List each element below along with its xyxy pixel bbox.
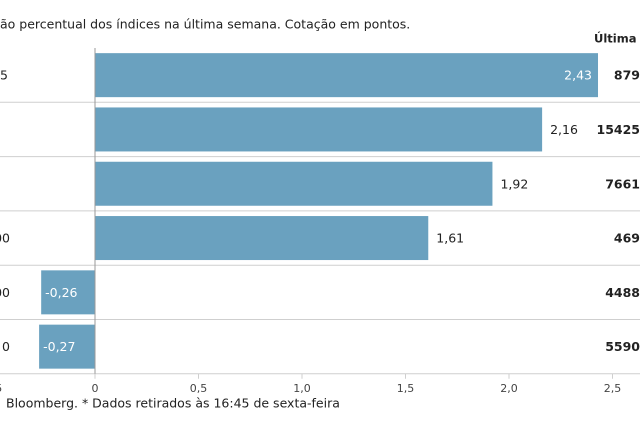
last-quote: 5590 bbox=[605, 339, 640, 354]
value-label: 2,16 bbox=[550, 122, 578, 137]
bar bbox=[95, 53, 599, 98]
category-label: 5 bbox=[0, 68, 8, 83]
category-label: 0 bbox=[2, 339, 10, 354]
value-label: -0,26 bbox=[45, 285, 77, 300]
x-tick-label: 1,0 bbox=[293, 382, 311, 395]
value-label: 1,92 bbox=[500, 176, 528, 191]
bar bbox=[41, 270, 95, 315]
chart-subtitle: ão percentual dos índices na última sema… bbox=[0, 17, 410, 32]
category-label: 600 bbox=[0, 231, 10, 246]
x-tick-label: 0,5 bbox=[190, 382, 208, 395]
x-tick-label: 2,0 bbox=[500, 382, 518, 395]
bar bbox=[95, 107, 543, 152]
value-label: 2,43 bbox=[564, 68, 592, 83]
category-label: 00 bbox=[0, 285, 10, 300]
last-quote: 15425 bbox=[597, 122, 640, 137]
x-tick-label: 2,5 bbox=[604, 382, 622, 395]
bar bbox=[95, 161, 493, 206]
last-quote: 879 bbox=[614, 68, 640, 83]
x-tick-label: 1,5 bbox=[397, 382, 415, 395]
last-quote: 469 bbox=[614, 231, 640, 246]
source-note: Bloomberg. * Dados retirados às 16:45 de… bbox=[6, 396, 340, 411]
value-label: -0,27 bbox=[43, 339, 75, 354]
value-label: 1,61 bbox=[436, 231, 464, 246]
x-tick-label: 0 bbox=[92, 382, 99, 395]
last-quote: 4488 bbox=[605, 285, 640, 300]
bar bbox=[95, 216, 429, 261]
column-header: Última c bbox=[594, 31, 640, 46]
last-quote: 7661 bbox=[605, 176, 640, 191]
x-tick-label: -0,5 bbox=[0, 382, 2, 395]
bar bbox=[39, 324, 95, 369]
